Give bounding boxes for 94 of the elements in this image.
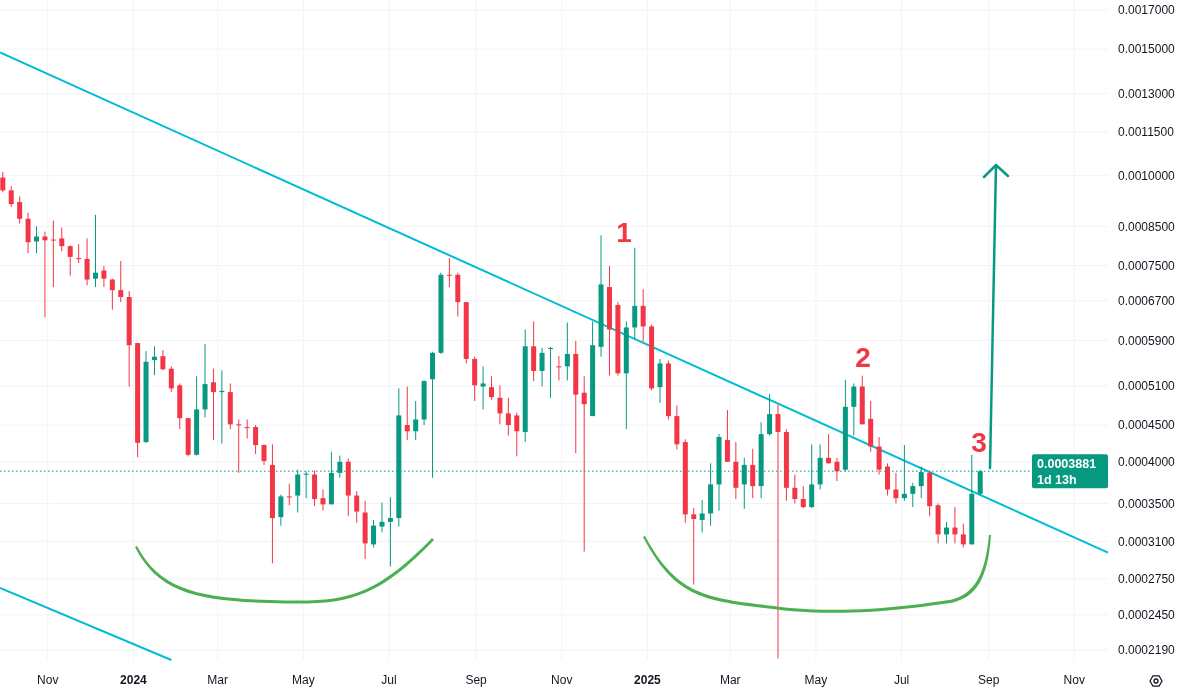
y-tick-label: 0.0017000 xyxy=(1118,3,1176,18)
y-tick-label: 0.0005100 xyxy=(1118,379,1176,394)
candlestick xyxy=(320,489,326,512)
candlestick xyxy=(387,496,393,568)
candlestick xyxy=(514,412,520,457)
candlestick xyxy=(210,368,216,441)
ref-line-label: 0.0003881 xyxy=(1037,457,1097,472)
candlestick xyxy=(404,386,410,441)
candlestick xyxy=(632,247,638,340)
candlestick xyxy=(446,257,452,288)
candlestick xyxy=(691,507,697,585)
candlestick xyxy=(67,244,73,277)
candlestick xyxy=(236,418,242,474)
x-tick-label: Sep xyxy=(465,673,488,687)
x-tick-label: May xyxy=(804,673,828,687)
candlestick xyxy=(539,347,545,388)
candlestick xyxy=(50,220,56,288)
candlestick xyxy=(581,375,587,553)
y-tick-label: 0.0004000 xyxy=(1118,454,1176,469)
candlestick xyxy=(101,265,107,288)
candlestick xyxy=(750,448,756,499)
candlestick xyxy=(640,288,646,342)
candlestick xyxy=(59,227,65,252)
x-tick-label: Mar xyxy=(719,673,741,687)
x-tick-label: 2025 xyxy=(634,673,662,687)
candlestick xyxy=(960,523,966,548)
y-tick-label: 0.0007500 xyxy=(1118,258,1176,273)
annotation: 1 xyxy=(616,217,632,248)
y-tick-label: 0.0002450 xyxy=(1118,608,1176,623)
candlestick xyxy=(253,424,259,455)
candlestick xyxy=(505,397,511,437)
candlestick xyxy=(885,462,891,497)
candlestick xyxy=(25,212,31,254)
y-tick-label: 0.0008500 xyxy=(1118,219,1176,234)
x-tick-label: Mar xyxy=(207,673,228,687)
candlestick xyxy=(76,243,82,264)
candlestick xyxy=(657,358,663,404)
candlestick xyxy=(564,321,570,381)
candlestick xyxy=(371,519,377,548)
candlestick xyxy=(800,485,806,509)
candlestick xyxy=(851,382,857,437)
x-tick-label: Nov xyxy=(37,673,59,687)
candlestick xyxy=(775,404,781,660)
candlestick xyxy=(0,171,6,193)
candlestick xyxy=(160,349,166,371)
x-tick-label: May xyxy=(291,673,315,687)
candlestick xyxy=(556,355,562,381)
annotation: 3 xyxy=(971,427,987,458)
candlestick xyxy=(699,499,705,533)
candlestick xyxy=(118,260,124,303)
x-tick-label: Jul xyxy=(381,673,397,687)
candlestick xyxy=(84,237,90,286)
y-tick-label: 0.0005900 xyxy=(1118,333,1176,348)
candlestick xyxy=(379,502,385,533)
annotation: 2 xyxy=(855,342,871,373)
x-tick-label: Nov xyxy=(1063,673,1085,687)
y-tick-label: 0.0013000 xyxy=(1118,86,1176,101)
candlestick xyxy=(826,433,832,464)
y-tick-label: 0.0006700 xyxy=(1118,293,1176,308)
candlestick xyxy=(92,214,98,288)
candlestick xyxy=(876,436,882,476)
annotation: 1d 13h xyxy=(1037,473,1077,488)
y-tick-label: 0.0015000 xyxy=(1118,42,1176,57)
candlestick xyxy=(834,457,840,482)
candlestick xyxy=(354,490,360,524)
candlestick xyxy=(910,482,916,508)
x-tick-label: Sep xyxy=(977,673,1000,687)
y-tick-label: 0.0003100 xyxy=(1118,534,1176,549)
candlestick xyxy=(547,346,553,399)
candlestick xyxy=(480,365,486,410)
candlestick xyxy=(767,393,773,437)
y-tick-label: 0.0004500 xyxy=(1118,418,1176,433)
candlestick xyxy=(893,472,899,504)
candlestick xyxy=(261,443,267,466)
candlestick xyxy=(17,195,23,224)
x-tick-label: Jul xyxy=(893,673,910,687)
y-tick-label: 0.0010000 xyxy=(1118,168,1176,183)
candlestick xyxy=(792,474,798,504)
candlestick xyxy=(286,483,292,506)
x-tick-label: Nov xyxy=(551,673,573,687)
y-tick-label: 0.0011500 xyxy=(1118,125,1175,140)
x-tick-label: 2024 xyxy=(120,673,148,687)
candlestick xyxy=(413,400,419,441)
candlestick xyxy=(724,409,730,463)
candlestick xyxy=(497,384,503,425)
y-tick-label: 0.0003500 xyxy=(1118,496,1176,511)
candlestick xyxy=(244,418,250,439)
candlestick xyxy=(278,494,284,527)
candlestick xyxy=(489,375,495,401)
y-tick-label: 0.0002190 xyxy=(1118,643,1176,658)
candlestick xyxy=(109,278,115,311)
y-tick-label: 0.0002750 xyxy=(1118,571,1176,586)
candlestick xyxy=(168,365,174,393)
candlestick xyxy=(8,185,14,208)
